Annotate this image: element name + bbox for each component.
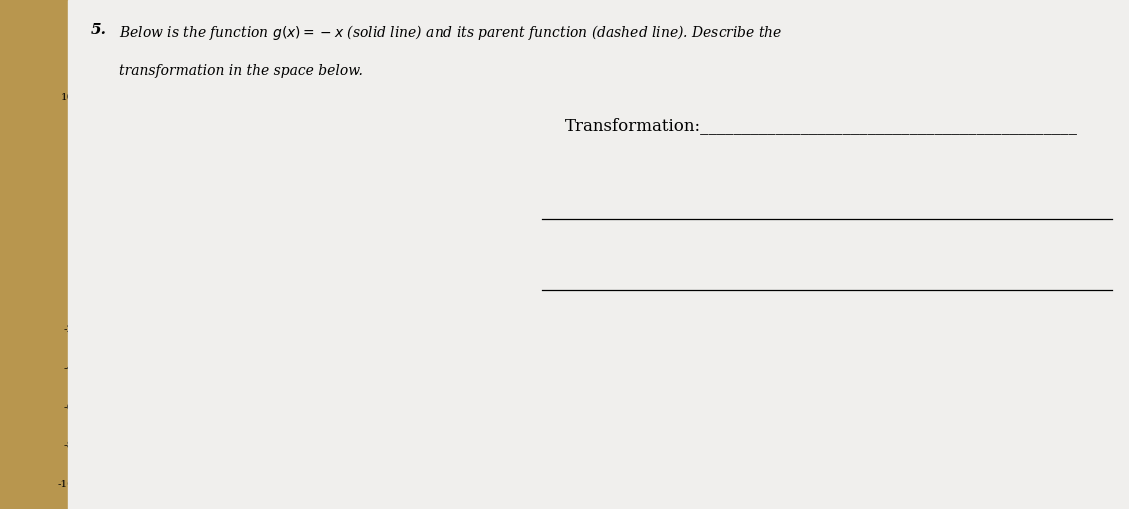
Text: 5.: 5. <box>90 23 106 37</box>
Text: Transformation:_____________________________________________: Transformation:_________________________… <box>564 117 1077 134</box>
Text: transformation in the space below.: transformation in the space below. <box>119 64 362 78</box>
Text: Below is the function $g(x) = -x$ (solid line) and its parent function (dashed l: Below is the function $g(x) = -x$ (solid… <box>119 23 782 42</box>
